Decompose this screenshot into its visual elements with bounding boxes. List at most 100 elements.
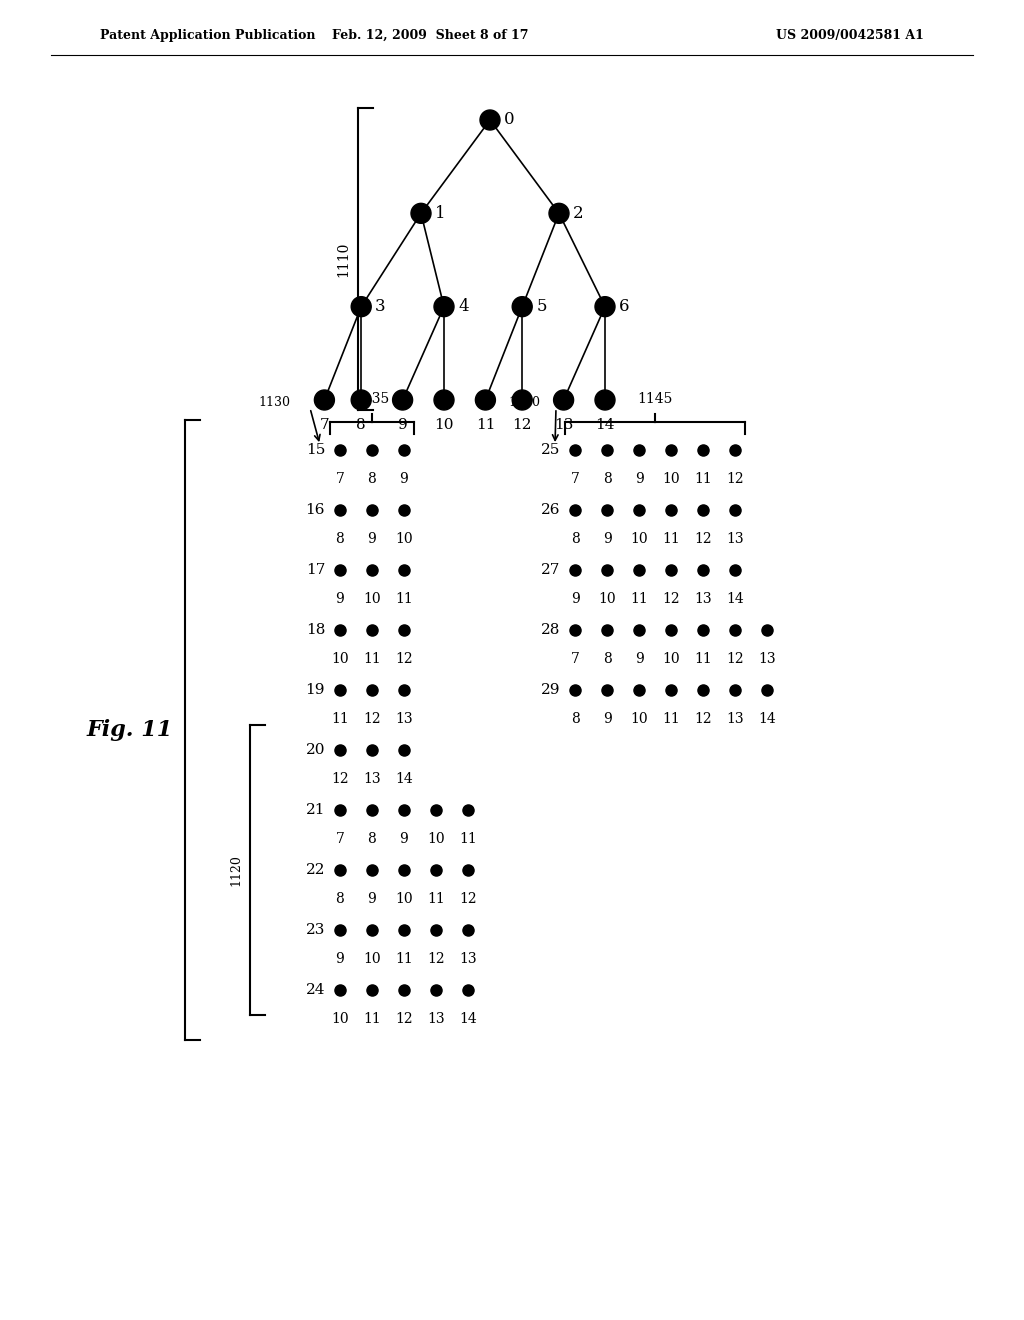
- Text: 10: 10: [331, 652, 349, 667]
- Text: 17: 17: [305, 564, 325, 577]
- Circle shape: [351, 297, 371, 317]
- Text: 9: 9: [603, 711, 611, 726]
- Text: 9: 9: [570, 591, 580, 606]
- Text: 10: 10: [663, 652, 680, 667]
- Text: 3: 3: [375, 298, 386, 315]
- Text: 0: 0: [504, 111, 515, 128]
- Text: 8: 8: [336, 532, 344, 546]
- Text: 12: 12: [427, 952, 444, 966]
- Text: 12: 12: [512, 418, 531, 432]
- Circle shape: [351, 389, 371, 411]
- Text: 11: 11: [694, 652, 712, 667]
- Text: 9: 9: [635, 473, 643, 486]
- Text: 11: 11: [476, 418, 496, 432]
- Circle shape: [434, 389, 454, 411]
- Circle shape: [554, 389, 573, 411]
- Text: 8: 8: [570, 532, 580, 546]
- Text: 1120: 1120: [229, 854, 242, 886]
- Text: 10: 10: [630, 711, 648, 726]
- Text: 4: 4: [458, 298, 469, 315]
- Text: 14: 14: [595, 418, 614, 432]
- Text: 23: 23: [305, 923, 325, 937]
- Text: 10: 10: [395, 532, 413, 546]
- Text: 9: 9: [368, 532, 377, 546]
- Text: 11: 11: [364, 652, 381, 667]
- Text: 11: 11: [395, 952, 413, 966]
- Text: Patent Application Publication: Patent Application Publication: [100, 29, 315, 41]
- Circle shape: [512, 389, 532, 411]
- Text: 8: 8: [603, 473, 611, 486]
- Text: 13: 13: [758, 652, 776, 667]
- Text: 1: 1: [435, 205, 445, 222]
- Text: 13: 13: [554, 418, 573, 432]
- Text: 7: 7: [336, 832, 344, 846]
- Text: 11: 11: [427, 892, 444, 906]
- Text: 28: 28: [541, 623, 560, 638]
- Text: Fig. 11: Fig. 11: [87, 719, 173, 741]
- Circle shape: [595, 389, 615, 411]
- Text: 9: 9: [397, 418, 408, 432]
- Text: 22: 22: [305, 863, 325, 876]
- Text: 12: 12: [694, 711, 712, 726]
- Text: 13: 13: [726, 532, 743, 546]
- Text: 10: 10: [427, 832, 444, 846]
- Circle shape: [512, 297, 532, 317]
- Text: 9: 9: [368, 892, 377, 906]
- Text: 9: 9: [399, 832, 409, 846]
- Text: 10: 10: [598, 591, 615, 606]
- Text: 16: 16: [305, 503, 325, 517]
- Text: 12: 12: [395, 652, 413, 667]
- Text: 10: 10: [395, 892, 413, 906]
- Text: 11: 11: [331, 711, 349, 726]
- Text: 1110: 1110: [336, 242, 350, 277]
- Circle shape: [314, 389, 335, 411]
- Text: 12: 12: [663, 591, 680, 606]
- Text: 11: 11: [395, 591, 413, 606]
- Circle shape: [434, 297, 454, 317]
- Text: 9: 9: [336, 952, 344, 966]
- Text: 12: 12: [364, 711, 381, 726]
- Text: 12: 12: [459, 892, 477, 906]
- Text: 12: 12: [726, 652, 743, 667]
- Text: Feb. 12, 2009  Sheet 8 of 17: Feb. 12, 2009 Sheet 8 of 17: [332, 29, 528, 41]
- Text: 11: 11: [630, 591, 648, 606]
- Text: 1130: 1130: [258, 396, 290, 408]
- Text: 8: 8: [570, 711, 580, 726]
- Circle shape: [595, 297, 615, 317]
- Text: 7: 7: [319, 418, 329, 432]
- Text: 10: 10: [364, 591, 381, 606]
- Text: 1145: 1145: [637, 392, 673, 407]
- Circle shape: [392, 389, 413, 411]
- Text: 14: 14: [758, 711, 776, 726]
- Text: 18: 18: [305, 623, 325, 638]
- Text: 14: 14: [726, 591, 743, 606]
- Text: 12: 12: [331, 772, 349, 785]
- Text: 13: 13: [726, 711, 743, 726]
- Text: 21: 21: [305, 803, 325, 817]
- Text: 26: 26: [541, 503, 560, 517]
- Text: 9: 9: [399, 473, 409, 486]
- Text: 1135: 1135: [354, 392, 389, 407]
- Text: 7: 7: [570, 652, 580, 667]
- Text: 27: 27: [541, 564, 560, 577]
- Text: 6: 6: [618, 298, 630, 315]
- Text: 13: 13: [395, 711, 413, 726]
- Text: 11: 11: [459, 832, 477, 846]
- Circle shape: [475, 389, 496, 411]
- Text: 10: 10: [364, 952, 381, 966]
- Text: 24: 24: [305, 983, 325, 997]
- Text: 13: 13: [459, 952, 477, 966]
- Text: 14: 14: [459, 1012, 477, 1026]
- Text: 11: 11: [663, 711, 680, 726]
- Text: 19: 19: [305, 682, 325, 697]
- Text: 13: 13: [364, 772, 381, 785]
- Text: 12: 12: [395, 1012, 413, 1026]
- Text: US 2009/0042581 A1: US 2009/0042581 A1: [776, 29, 924, 41]
- Text: 1140: 1140: [508, 396, 540, 408]
- Circle shape: [480, 110, 500, 129]
- Text: 11: 11: [663, 532, 680, 546]
- Text: 12: 12: [726, 473, 743, 486]
- Text: 20: 20: [305, 743, 325, 756]
- Text: 8: 8: [368, 832, 377, 846]
- Text: 11: 11: [364, 1012, 381, 1026]
